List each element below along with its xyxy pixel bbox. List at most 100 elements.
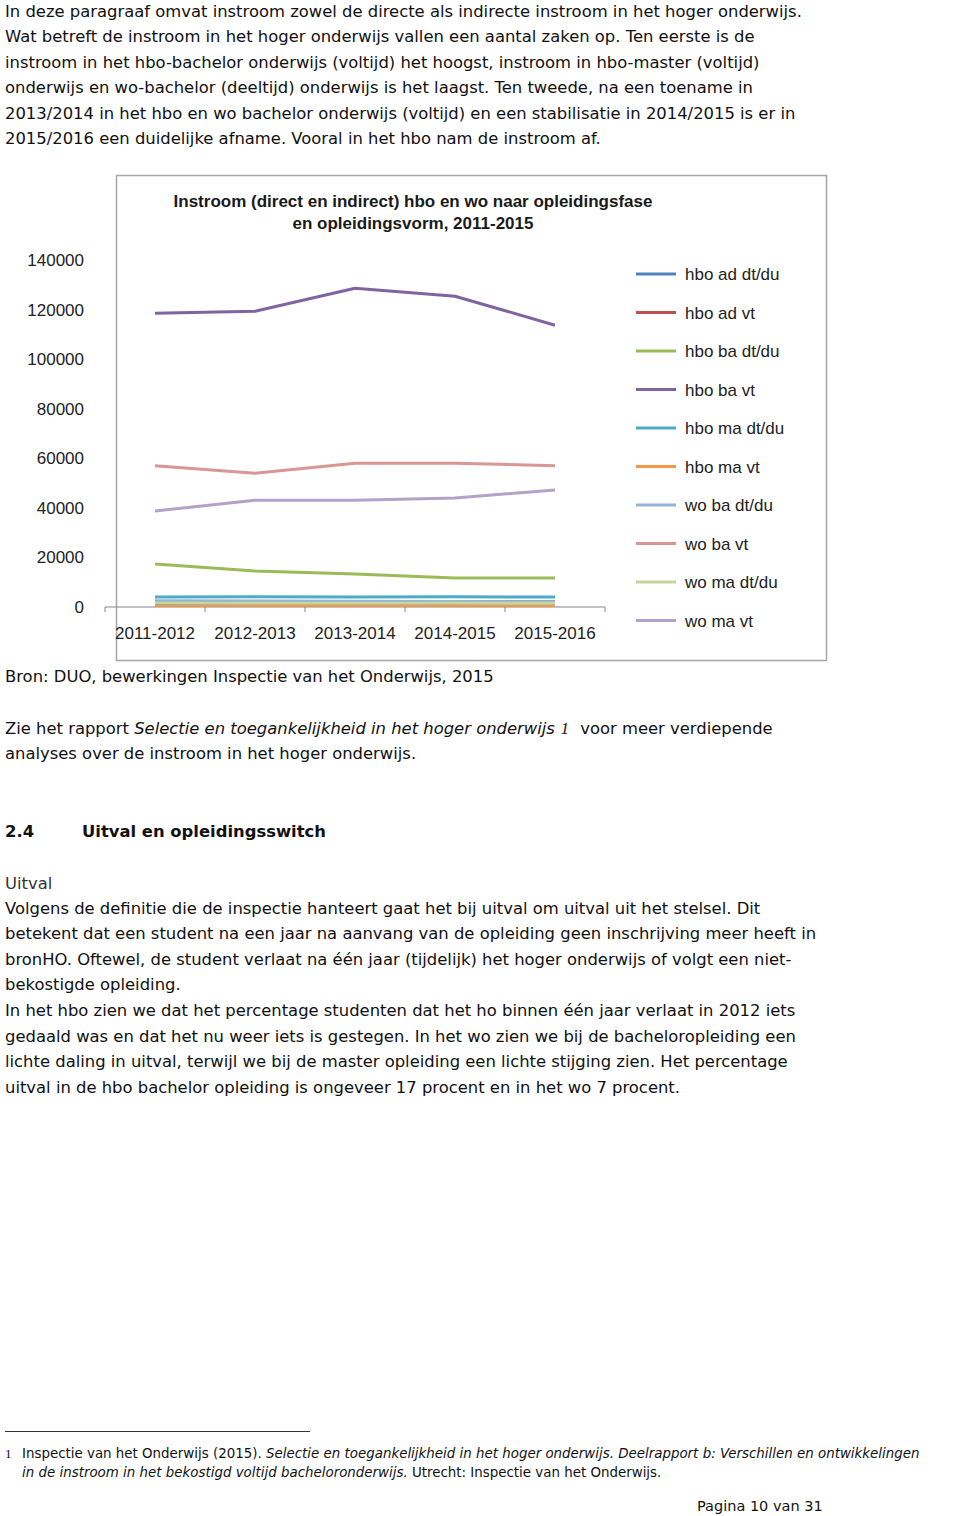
- footnote-title: in de instroom in het bekostigd voltijd …: [22, 1465, 408, 1480]
- legend-label: hbo ad dt/du: [685, 265, 780, 284]
- legend-swatch: [636, 427, 676, 430]
- series-line: [155, 463, 555, 473]
- footnote-author: Inspectie van het Onderwijs (2015).: [22, 1446, 266, 1461]
- subsection-heading: Uitval: [5, 874, 52, 894]
- legend-label: hbo ba dt/du: [685, 342, 780, 361]
- y-tick-label: 40000: [37, 499, 84, 518]
- series-line: [155, 564, 555, 578]
- series-line: [155, 602, 555, 605]
- text: instroom in het hbo-bachelor onderwijs (…: [5, 53, 759, 72]
- text: In deze paragraaf omvat instroom zowel d…: [5, 2, 802, 21]
- intro-line: 2013/2014 in het hbo en wo bachelor onde…: [5, 104, 795, 124]
- y-tick-label: 80000: [37, 400, 84, 419]
- section-number: 2.4: [5, 822, 34, 841]
- footnote-line: in de instroom in het bekostigd voltijd …: [22, 1463, 661, 1483]
- text: analyses over de instroom in het hoger o…: [5, 744, 416, 763]
- legend-label: hbo ba vt: [685, 381, 755, 400]
- x-tick: [105, 607, 106, 612]
- series-line: [155, 595, 555, 598]
- y-tick-label: 60000: [37, 449, 84, 468]
- text: 2013/2014 in het hbo en wo bachelor onde…: [5, 104, 795, 123]
- legend-swatch: [636, 350, 676, 353]
- y-tick-label: 120000: [27, 301, 84, 320]
- x-tick: [605, 607, 606, 612]
- x-tick: [405, 607, 406, 612]
- text: uitval in de hbo bachelor opleiding is o…: [5, 1078, 680, 1097]
- text: 2015/2016 een duidelijke afname. Vooral …: [5, 129, 601, 148]
- see-also: analyses over de instroom in het hoger o…: [5, 744, 416, 764]
- intro-line: 2015/2016 een duidelijke afname. Vooral …: [5, 129, 601, 149]
- body-line: Volgens de definitie die de inspectie ha…: [5, 899, 760, 919]
- body-line: bekostigde opleiding.: [5, 975, 181, 995]
- x-tick: [305, 607, 306, 612]
- legend-label: hbo ma dt/du: [685, 419, 784, 438]
- body-line: uitval in de hbo bachelor opleiding is o…: [5, 1078, 680, 1098]
- legend-swatch: [636, 581, 676, 584]
- series-line: [155, 605, 555, 607]
- section-title: Uitval en opleidingsswitch: [82, 822, 326, 841]
- section-heading: 2.4: [5, 822, 34, 842]
- plot-area: [155, 288, 555, 606]
- text: bekostigde opleiding.: [5, 975, 181, 994]
- text: Wat betreft de instroom in het hoger ond…: [5, 27, 755, 46]
- y-tick-label: 100000: [27, 350, 84, 369]
- text: Pagina 10 van 31: [697, 1498, 823, 1514]
- x-tick-label: 2011-2012: [115, 624, 195, 643]
- text: Zie het rapport: [5, 719, 134, 738]
- legend-swatch: [636, 465, 676, 468]
- legend-label: hbo ma vt: [685, 458, 760, 477]
- x-tick-label: 2013-2014: [314, 624, 395, 643]
- chart: Instroom (direct en indirect) hbo en wo …: [0, 0, 960, 670]
- footnote-number: 1: [5, 1444, 12, 1464]
- text: voor meer verdiepende: [575, 719, 773, 738]
- see-also: Zie het rapport Selectie en toegankelijk…: [5, 719, 773, 739]
- intro-line: onderwijs en wo-bachelor (deeltijd) onde…: [5, 78, 753, 98]
- text: bronHO. Oftewel, de student verlaat na é…: [5, 950, 791, 969]
- intro-line: In deze paragraaf omvat instroom zowel d…: [5, 2, 802, 22]
- x-tick: [505, 607, 506, 612]
- intro-line: Wat betreft de instroom in het hoger ond…: [5, 27, 755, 47]
- series-line: [155, 288, 555, 325]
- y-tick-label: 0: [75, 598, 84, 617]
- series-line: [155, 602, 555, 606]
- text: betekent dat een student na een jaar na …: [5, 924, 816, 943]
- text: In het hbo zien we dat het percentage st…: [5, 1001, 795, 1020]
- legend-label: wo ma dt/du: [684, 573, 778, 592]
- body-line: betekent dat een student na een jaar na …: [5, 924, 816, 944]
- x-tick-label: 2015-2016: [514, 624, 595, 643]
- report-title: Selectie en toegankelijkheid in het hoge…: [134, 719, 555, 738]
- x-tick-label: 2014-2015: [414, 624, 495, 643]
- section-heading: Uitval en opleidingsswitch: [82, 822, 326, 842]
- footnote-line: Inspectie van het Onderwijs (2015). Sele…: [22, 1444, 919, 1464]
- legend-swatch: [636, 542, 676, 545]
- legend-swatch: [636, 311, 676, 314]
- text: Volgens de definitie die de inspectie ha…: [5, 899, 760, 918]
- y-tick-label: 20000: [37, 548, 84, 567]
- chart-frame: [117, 176, 827, 661]
- legend-swatch: [636, 273, 676, 276]
- series-line: [155, 599, 555, 603]
- series-line: [155, 600, 555, 604]
- text: onderwijs en wo-bachelor (deeltijd) onde…: [5, 78, 753, 97]
- footnote-number: 1: [5, 1446, 12, 1461]
- chart-title: Instroom (direct en indirect) hbo en wo …: [174, 192, 653, 233]
- x-tick-label: 2012-2013: [214, 624, 295, 643]
- series-line: [155, 490, 555, 511]
- legend-swatch: [636, 619, 676, 622]
- body-line: lichte daling in uitval, terwijl we bij …: [5, 1052, 788, 1072]
- body-line: bronHO. Oftewel, de student verlaat na é…: [5, 950, 791, 970]
- footnote-title: Selectie en toegankelijkheid in het hoge…: [266, 1446, 919, 1461]
- footnote-rule: [5, 1431, 310, 1432]
- body-line: In het hbo zien we dat het percentage st…: [5, 1001, 795, 1021]
- y-tick-label: 140000: [27, 251, 84, 270]
- legend-label: wo ba vt: [684, 535, 749, 554]
- footnote-publisher: Utrecht: Inspectie van het Onderwijs.: [408, 1465, 662, 1480]
- intro-line: instroom in het hbo-bachelor onderwijs (…: [5, 53, 759, 73]
- text: Bron: DUO, bewerkingen Inspectie van het…: [5, 667, 494, 686]
- page-number: Pagina 10 van 31: [697, 1496, 823, 1516]
- text: gedaald was en dat het nu weer iets is g…: [5, 1027, 796, 1046]
- x-axis: [105, 606, 605, 607]
- subsection-title: Uitval: [5, 874, 52, 893]
- footnote-ref: 1: [555, 719, 575, 738]
- source: Bron: DUO, bewerkingen Inspectie van het…: [5, 667, 494, 687]
